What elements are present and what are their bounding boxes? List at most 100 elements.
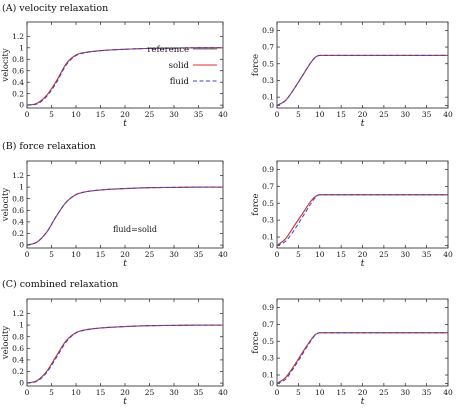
y-axis-label: force [251,193,261,215]
x-tick-label: 0 [275,250,280,259]
chart-c-velocity: 0 5 10 15 20 25 30 35 40 0 0.2 0.4 0.6 0.8 1 1.2 t veloci… [1,298,228,407]
x-tick-label: 20 [120,110,130,119]
y-tick-label: 0 [269,101,274,110]
chart-a-velocity: 0 5 10 15 20 25 30 35 40 0 0.2 0.4 0.6 0.8 1 1.2 t veloci… [1,21,228,129]
plot-frame [26,160,224,249]
x-tick-label: 35 [194,110,204,119]
section-label-b: (B) force relaxation [2,141,96,152]
x-tick-label: 15 [96,110,106,119]
y-tick-label: 0.3 [262,354,274,363]
series-line-reference [26,324,224,384]
y-tick-label: 0.6 [12,344,24,353]
y-tick-label: 1.2 [12,309,24,318]
x-tick-label: 30 [400,110,410,119]
y-tick-label: 0.5 [262,59,274,68]
series-line-fluid [26,186,223,246]
legend-label-fluid: fluid [170,77,190,87]
chart-a-force: 0 5 10 15 20 25 30 35 40 00.1 0.3 0.5 0.7 0.9 t force [251,21,453,129]
series-line-fluid [26,324,224,384]
x-tick-label: 5 [296,110,301,119]
y-tick-label: 0.4 [12,218,24,227]
x-axis-label: t [361,119,365,129]
y-tick-label: 1 [19,321,24,330]
y-tick-label: 0.3 [262,216,274,225]
series-line-solid [276,332,448,384]
x-tick-label: 25 [379,250,389,259]
y-tick-label: 0.4 [12,78,24,87]
y-tick-label: 0.3 [262,76,274,85]
x-tick-label: 25 [379,388,389,397]
x-tick-label: 30 [400,388,410,397]
x-axis-label: t [361,397,365,407]
legend-label-reference: reference [147,45,189,55]
series-line-fluid [276,332,448,384]
y-axis-label: force [251,54,261,76]
y-axis-label: force [251,331,261,353]
x-tick-label: 40 [218,110,228,119]
y-tick-label: 0 [19,101,24,110]
x-tick-label: 5 [296,250,301,259]
y-tick-label: 0 [269,241,274,250]
x-tick-label: 5 [49,388,54,397]
x-tick-label: 10 [315,250,325,259]
plot-frame [26,298,224,387]
series-line-solid [276,194,448,246]
x-tick-label: 20 [358,388,368,397]
y-tick-label: 0.1 [262,371,274,380]
y-tick-label: 1 [19,43,24,52]
x-axis-label: t [123,259,127,269]
y-tick-label: 0.1 [262,93,274,102]
x-tick-label: 10 [315,388,325,397]
x-tick-label: 35 [422,110,432,119]
y-tick-label: 1.2 [12,171,24,180]
x-tick-label: 15 [96,250,106,259]
y-tick-label: 1.2 [12,32,24,41]
x-tick-label: 0 [25,250,30,259]
x-tick-label: 40 [218,250,228,259]
x-tick-label: 10 [71,250,81,259]
series-line-solid [26,47,223,106]
y-tick-label: 0.9 [262,165,274,174]
y-tick-label: 0 [269,379,274,388]
y-tick-label: 0.7 [262,182,274,191]
y-tick-label: 0.9 [262,303,274,312]
y-axis-label: velocity [1,188,11,223]
series-line-solid [26,324,224,384]
y-tick-label: 0.2 [12,367,24,376]
x-tick-label: 25 [145,388,155,397]
x-tick-label: 35 [194,388,204,397]
x-tick-label: 40 [443,388,453,397]
x-tick-label: 15 [336,250,346,259]
x-tick-label: 30 [169,388,179,397]
x-tick-label: 15 [96,388,106,397]
x-tick-label: 20 [358,250,368,259]
y-tick-label: 0.2 [12,89,24,98]
series-line-reference [276,332,448,384]
x-tick-label: 0 [275,110,280,119]
y-tick-label: 0.7 [262,43,274,52]
x-tick-label: 10 [315,110,325,119]
x-axis-label: t [361,259,365,269]
annotation-fluid-equals-solid: fluid=solid [113,225,157,234]
series-line-reference [26,47,223,106]
x-tick-label: 15 [336,388,346,397]
x-tick-label: 30 [169,110,179,119]
plot-frame [276,21,449,109]
y-tick-label: 0.7 [262,320,274,329]
y-tick-label: 0.6 [12,206,24,215]
x-tick-label: 10 [71,110,81,119]
x-tick-label: 25 [145,110,155,119]
y-tick-label: 0.5 [262,199,274,208]
plot-frame [276,160,449,249]
y-tick-label: 0 [19,379,24,388]
x-tick-label: 0 [25,388,30,397]
series-line-fluid [26,47,223,106]
y-tick-label: 0.9 [262,26,274,35]
chart-b-velocity: 0 5 10 15 20 25 30 35 40 0 0.2 0.4 0.6 0.8 1 1.2 t veloci… [1,160,228,269]
section-label-a: (A) velocity relaxation [2,3,108,14]
plot-grid: 0 5 10 15 20 25 30 35 4000.20.40.60.811.2tveloci… [1,21,453,407]
y-tick-label: 0.6 [12,66,24,75]
series-line-fluid [276,54,448,106]
x-tick-label: 30 [169,250,179,259]
y-tick-label: 0.2 [12,229,24,238]
